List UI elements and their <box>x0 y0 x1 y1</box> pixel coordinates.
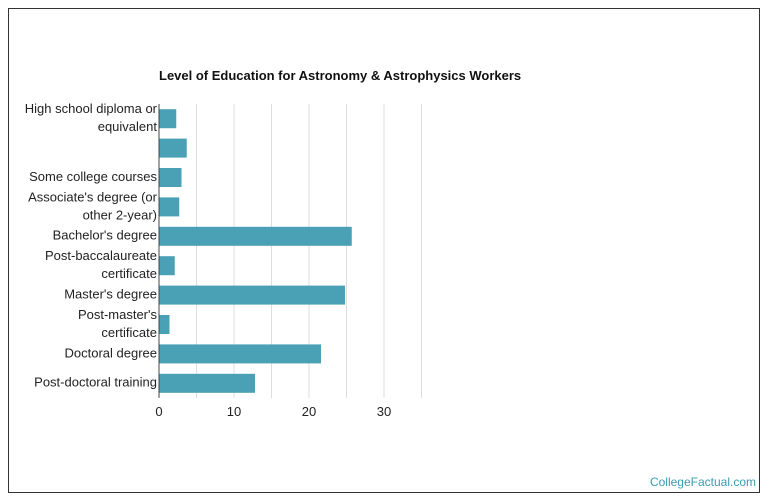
category-label: certificate <box>101 325 157 340</box>
bar <box>159 226 352 246</box>
category-label: Post-master's <box>78 307 158 322</box>
category-label: Doctoral degree <box>65 345 158 360</box>
bar <box>159 109 177 129</box>
category-label: other 2-year) <box>83 207 157 222</box>
credit-link[interactable]: CollegeFactual.com <box>649 475 756 489</box>
category-label: High school diploma or <box>25 101 158 116</box>
category-label: Associate's degree (or <box>28 189 158 204</box>
chart-title: Level of Education for Astronomy & Astro… <box>159 68 522 83</box>
category-label: equivalent <box>98 119 158 134</box>
category-label: Master's degree <box>64 287 157 302</box>
category-label: certificate <box>101 266 157 281</box>
x-tick-label: 10 <box>227 404 241 419</box>
bar <box>159 285 345 305</box>
bar <box>159 315 170 334</box>
bar <box>159 168 182 187</box>
category-label: Some college courses <box>29 169 157 184</box>
x-tick-label: 20 <box>302 404 316 419</box>
bar <box>159 197 180 217</box>
x-tick-label: 30 <box>377 404 391 419</box>
category-label: Post-baccalaureate <box>45 248 157 263</box>
category-label: Bachelor's degree <box>53 228 157 243</box>
bar <box>159 256 175 276</box>
bar <box>159 373 255 393</box>
category-label: Post-doctoral training <box>34 375 157 390</box>
bar <box>159 138 187 158</box>
bar <box>159 344 321 364</box>
x-tick-label: 0 <box>155 404 162 419</box>
